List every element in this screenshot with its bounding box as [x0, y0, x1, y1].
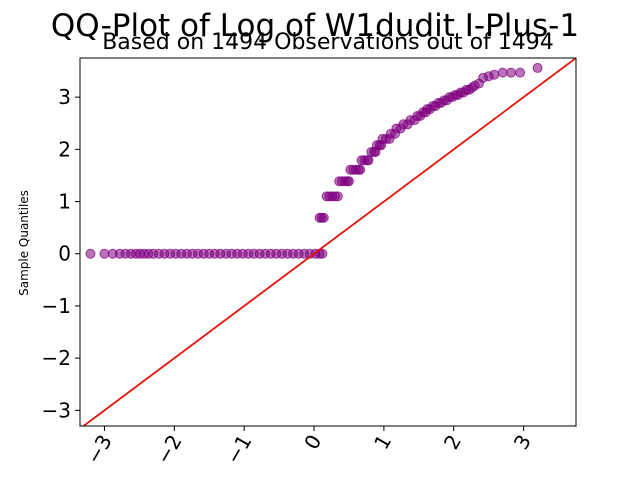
plot-frame: [79, 57, 577, 427]
data-point: [506, 67, 517, 78]
data-point: [532, 62, 543, 73]
y-tick-label: −3: [42, 398, 71, 422]
y-tick-label: 1: [58, 190, 71, 214]
x-tick-label: 1: [369, 431, 396, 454]
y-tick-label: −1: [42, 294, 71, 318]
data-point: [363, 155, 374, 166]
data-point: [317, 248, 328, 259]
data-point: [332, 191, 343, 202]
y-tick-label: −2: [42, 346, 71, 370]
x-tick-label: −2: [151, 431, 187, 469]
y-axis: −3 −2 −1 0 1 2 3: [42, 85, 80, 422]
y-tick-label: 0: [58, 242, 71, 266]
x-axis: −3 −2 −1 0 1 2 3: [81, 426, 536, 468]
x-tick-label: 2: [439, 431, 466, 454]
y-tick-label: 2: [58, 137, 71, 161]
data-point: [318, 212, 329, 223]
chart-title: QQ-Plot of Log of W1dudit I-Plus-1: [51, 8, 579, 44]
x-tick-label: −3: [81, 431, 117, 469]
data-points: [85, 62, 543, 259]
x-tick-label: −1: [221, 431, 257, 469]
data-point: [99, 248, 110, 259]
reference-line: [81, 58, 576, 426]
x-tick-label: 0: [299, 431, 326, 454]
y-axis-label: Sample Quantiles: [17, 190, 31, 296]
data-point: [85, 248, 96, 259]
y-tick-label: 3: [58, 85, 71, 109]
chart-subtitle: Based on 1494 Observations out of 1494: [102, 30, 554, 55]
data-point: [489, 69, 500, 80]
data-point: [515, 67, 526, 78]
data-point: [355, 164, 366, 175]
data-point: [497, 67, 508, 78]
x-tick-label: 3: [509, 431, 536, 454]
data-point: [343, 176, 354, 187]
